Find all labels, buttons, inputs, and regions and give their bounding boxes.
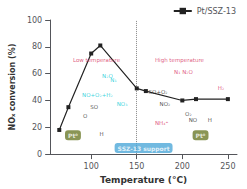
svg-text:O₂: O₂ — [185, 111, 192, 117]
svg-text:NH₄⁺: NH₄⁺ — [155, 120, 168, 126]
svg-text:80: 80 — [32, 42, 42, 51]
svg-text:SO: SO — [90, 104, 98, 110]
svg-text:Pt⁰: Pt⁰ — [68, 132, 78, 139]
svg-text:200: 200 — [175, 162, 190, 171]
svg-text:H: H — [99, 131, 103, 137]
svg-text:N₁: N₁ — [110, 77, 116, 83]
svg-text:Temperature (°C): Temperature (°C) — [100, 175, 187, 185]
svg-text:SO+O₂: SO+O₂ — [149, 89, 168, 95]
svg-text:100: 100 — [27, 16, 42, 25]
svg-text:NOₓ conversion (%): NOₓ conversion (%) — [8, 44, 17, 131]
svg-text:Low temperature: Low temperature — [73, 57, 121, 64]
svg-text:100: 100 — [84, 162, 99, 171]
svg-text:H: H — [208, 117, 212, 123]
svg-text:150: 150 — [129, 162, 144, 171]
svg-text:Pt/SSZ-13: Pt/SSZ-13 — [197, 7, 236, 16]
svg-text:SSZ-13 support: SSZ-13 support — [118, 145, 170, 153]
svg-text:250: 250 — [220, 162, 235, 171]
svg-text:20: 20 — [32, 123, 42, 132]
svg-text:40: 40 — [32, 96, 42, 105]
svg-text:H₂: H₂ — [218, 85, 224, 91]
svg-text:NO₂: NO₂ — [160, 101, 171, 107]
svg-text:60: 60 — [32, 69, 42, 78]
svg-text:N₁ N₂O: N₁ N₂O — [174, 69, 193, 75]
svg-text:NO₃: NO₃ — [117, 101, 128, 107]
svg-text:NO+O₂+H₂: NO+O₂+H₂ — [82, 92, 113, 98]
svg-text:NO: NO — [189, 117, 198, 123]
svg-text:Pt⁰: Pt⁰ — [196, 132, 206, 139]
svg-text:0: 0 — [37, 150, 42, 159]
svg-text:N₂O: N₂O — [102, 73, 113, 79]
svg-text:High temperature: High temperature — [155, 57, 205, 64]
svg-text:O: O — [83, 113, 88, 119]
